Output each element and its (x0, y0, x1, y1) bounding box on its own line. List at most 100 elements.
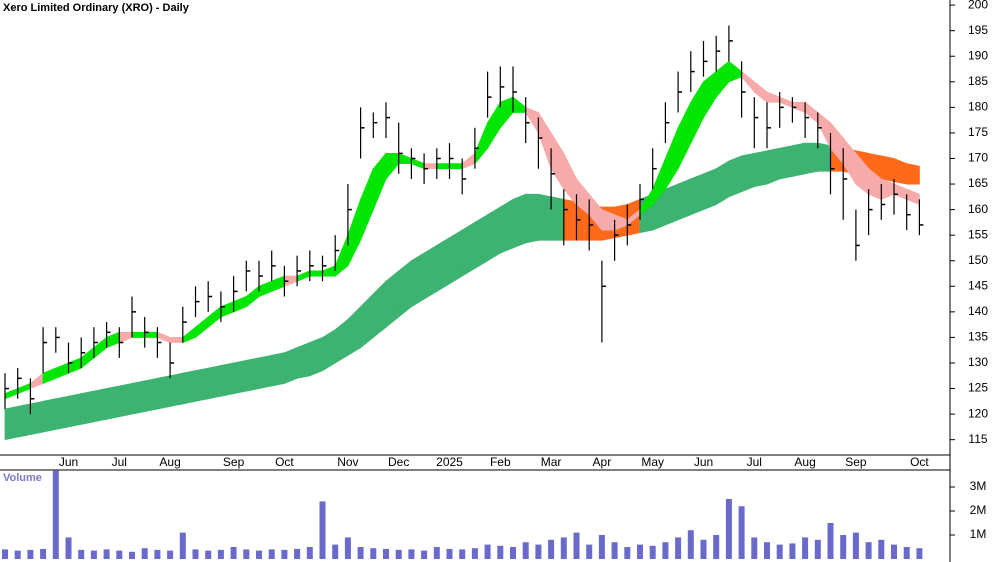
volume-bar (637, 544, 643, 559)
volume-bar (319, 501, 326, 559)
band-segment (499, 198, 514, 254)
y-tick-label: 2M (970, 503, 987, 517)
volume-bar (510, 547, 516, 559)
volume-bar (586, 544, 593, 559)
x-tick-label: Oct (910, 455, 929, 469)
volume-bar (852, 532, 859, 559)
band-segment (131, 380, 146, 415)
band-segment (512, 193, 527, 249)
y-tick-label: 140 (968, 304, 988, 318)
band-segment (80, 390, 95, 425)
volume-bar (154, 549, 161, 559)
y-tick-label: 180 (968, 100, 988, 114)
y-tick-label: 135 (968, 330, 988, 344)
volume-bar (446, 548, 453, 559)
volume-bar (395, 549, 402, 559)
volume-bar (840, 535, 847, 559)
volume-bar (370, 548, 377, 559)
volume-bar (789, 543, 796, 559)
band-segment (55, 395, 69, 430)
volume-bar (281, 549, 288, 559)
x-tick-label: Feb (490, 455, 511, 469)
band-segment (385, 270, 400, 329)
volume-bar (751, 537, 758, 559)
y-tick-label: 190 (968, 48, 988, 62)
band-segment (804, 142, 819, 175)
volume-bar (52, 470, 59, 559)
volume-bar (357, 547, 364, 559)
volume-bar (243, 549, 250, 559)
volume-bar (141, 548, 148, 559)
band-segment (309, 336, 323, 377)
band-segment (156, 375, 171, 410)
volume-bar (624, 547, 631, 559)
volume-bar (179, 532, 186, 559)
band-segment (296, 341, 311, 379)
band-segment (728, 155, 742, 198)
y-tick-label: 160 (968, 202, 988, 216)
y-tick-label: 130 (968, 355, 988, 369)
volume-bar (700, 539, 707, 559)
x-tick-label: Sep (845, 455, 867, 469)
volume-bar (306, 547, 313, 559)
band-segment (550, 196, 565, 241)
band-segment (792, 142, 806, 177)
volume-bar (560, 537, 567, 559)
band-segment (106, 385, 120, 420)
volume-bar (40, 548, 47, 559)
y-tick-label: 155 (968, 227, 988, 241)
volume-bar (344, 537, 351, 559)
volume-bar (268, 549, 275, 559)
band-segment (410, 252, 425, 308)
volume-bar (459, 549, 466, 559)
band-segment (779, 145, 793, 180)
band-segment (906, 163, 920, 185)
y-tick-label: 115 (968, 432, 987, 446)
band-segment (563, 198, 577, 241)
band-segment (220, 362, 235, 397)
volume-bar (65, 537, 72, 559)
band-segment (461, 221, 476, 277)
band-segment (169, 337, 184, 343)
x-tick-label: Jun (59, 455, 78, 469)
band-segment (4, 405, 19, 441)
volume-title: Volume (3, 472, 42, 484)
x-tick-label: Aug (159, 455, 180, 469)
volume-bar (548, 539, 555, 559)
y-tick-label: 120 (968, 406, 988, 420)
volume-bar (764, 542, 770, 559)
y-tick-label: 175 (968, 125, 988, 139)
y-tick-label: 165 (968, 176, 988, 190)
volume-bar (611, 542, 618, 559)
y-tick-label: 150 (968, 253, 988, 267)
volume-bar (116, 550, 123, 559)
volume-bar (217, 549, 224, 559)
band-segment (233, 359, 247, 395)
band-segment (525, 193, 539, 244)
band-segment (258, 354, 273, 390)
band-segment (449, 163, 463, 170)
y-tick-label: 125 (968, 381, 988, 395)
y-tick-label: 195 (968, 23, 988, 37)
band-segment (271, 352, 285, 387)
volume-bar (662, 542, 669, 559)
volume-bar (2, 549, 8, 559)
band-segment (322, 329, 336, 372)
volume-bar (891, 544, 897, 559)
volume-bar (78, 549, 85, 559)
volume-bar (725, 499, 732, 559)
volume-bar (421, 550, 428, 559)
x-tick-label: 2025 (436, 455, 463, 469)
band-segment (68, 393, 82, 428)
volume-bar (649, 545, 656, 559)
band-segment (118, 382, 133, 418)
volume-bar (522, 542, 529, 559)
band-segment (487, 206, 501, 262)
x-tick-label: Sep (223, 455, 245, 469)
volume-bar (675, 537, 682, 559)
volume-bar (256, 550, 262, 559)
volume-bar (383, 548, 389, 559)
y-tick-label: 3M (970, 479, 987, 493)
y-tick-label: 1M (970, 527, 987, 541)
